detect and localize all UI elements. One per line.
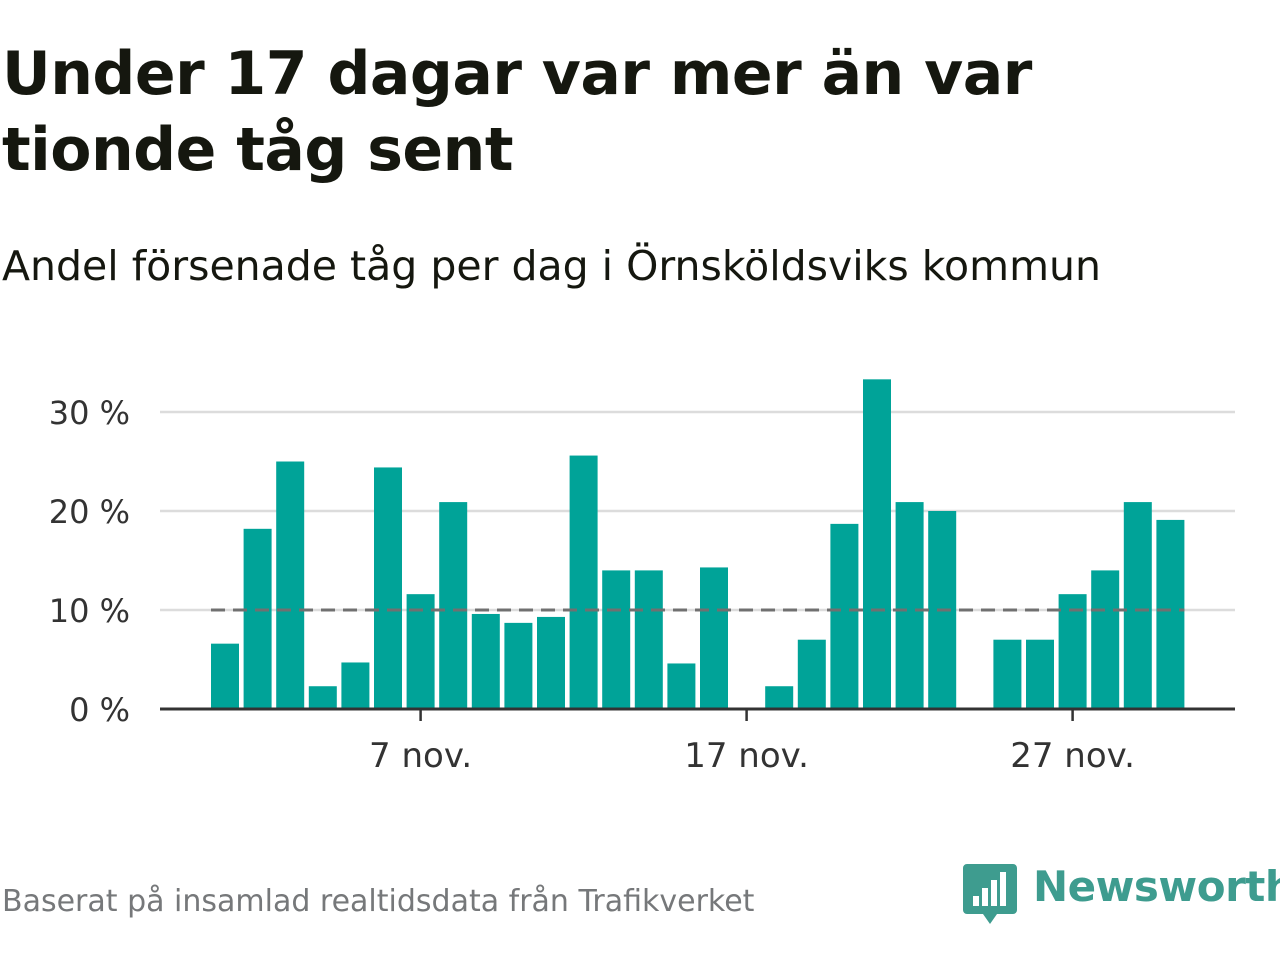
bar bbox=[634, 570, 663, 709]
bar bbox=[569, 455, 598, 709]
bar bbox=[797, 639, 826, 709]
bars bbox=[211, 379, 1185, 709]
bar bbox=[602, 570, 631, 709]
gridlines bbox=[160, 410, 1235, 612]
bar bbox=[1058, 594, 1087, 709]
bar bbox=[830, 523, 859, 709]
bar bbox=[211, 643, 239, 709]
y-tick-label: 30 % bbox=[49, 394, 130, 432]
x-tick-label: 27 nov. bbox=[1010, 736, 1135, 776]
brand-name: Newsworthy bbox=[1033, 862, 1280, 911]
bar bbox=[863, 379, 891, 709]
bar bbox=[667, 663, 696, 709]
bar bbox=[243, 528, 272, 709]
bar-chart: 0 % 10 % 20 % 30 % 7 nov. 17 nov. 27 nov. bbox=[49, 379, 1235, 776]
bar bbox=[374, 467, 402, 709]
chart-title: Under 17 dagar var mer än var tionde tåg… bbox=[2, 39, 1032, 185]
bar bbox=[895, 502, 924, 709]
bar bbox=[1091, 570, 1120, 709]
bar bbox=[765, 686, 794, 709]
bar bbox=[1156, 519, 1185, 709]
bar bbox=[1123, 502, 1152, 709]
bar bbox=[341, 662, 370, 709]
chart-subtitle: Andel försenade tåg per dag i Örnsköldsv… bbox=[2, 242, 1101, 290]
bar bbox=[439, 502, 468, 709]
bar bbox=[504, 622, 533, 709]
bar bbox=[308, 686, 337, 709]
bar bbox=[1026, 639, 1054, 709]
x-tick-label: 17 nov. bbox=[684, 736, 809, 776]
x-tick-label: 7 nov. bbox=[369, 736, 472, 776]
newsworthy-logo-icon bbox=[963, 864, 1017, 924]
bar bbox=[537, 616, 565, 709]
bar bbox=[406, 594, 435, 709]
bar bbox=[471, 613, 500, 709]
y-tick-label: 10 % bbox=[49, 592, 130, 630]
bar bbox=[993, 639, 1022, 709]
y-tick-label: 0 % bbox=[69, 691, 130, 729]
source-note: Baserat på insamlad realtidsdata från Tr… bbox=[2, 884, 755, 919]
axes: 0 % 10 % 20 % 30 % 7 nov. 17 nov. 27 nov. bbox=[49, 394, 1235, 776]
y-tick-label: 20 % bbox=[49, 493, 130, 531]
bar bbox=[276, 461, 305, 709]
bar bbox=[700, 567, 728, 709]
